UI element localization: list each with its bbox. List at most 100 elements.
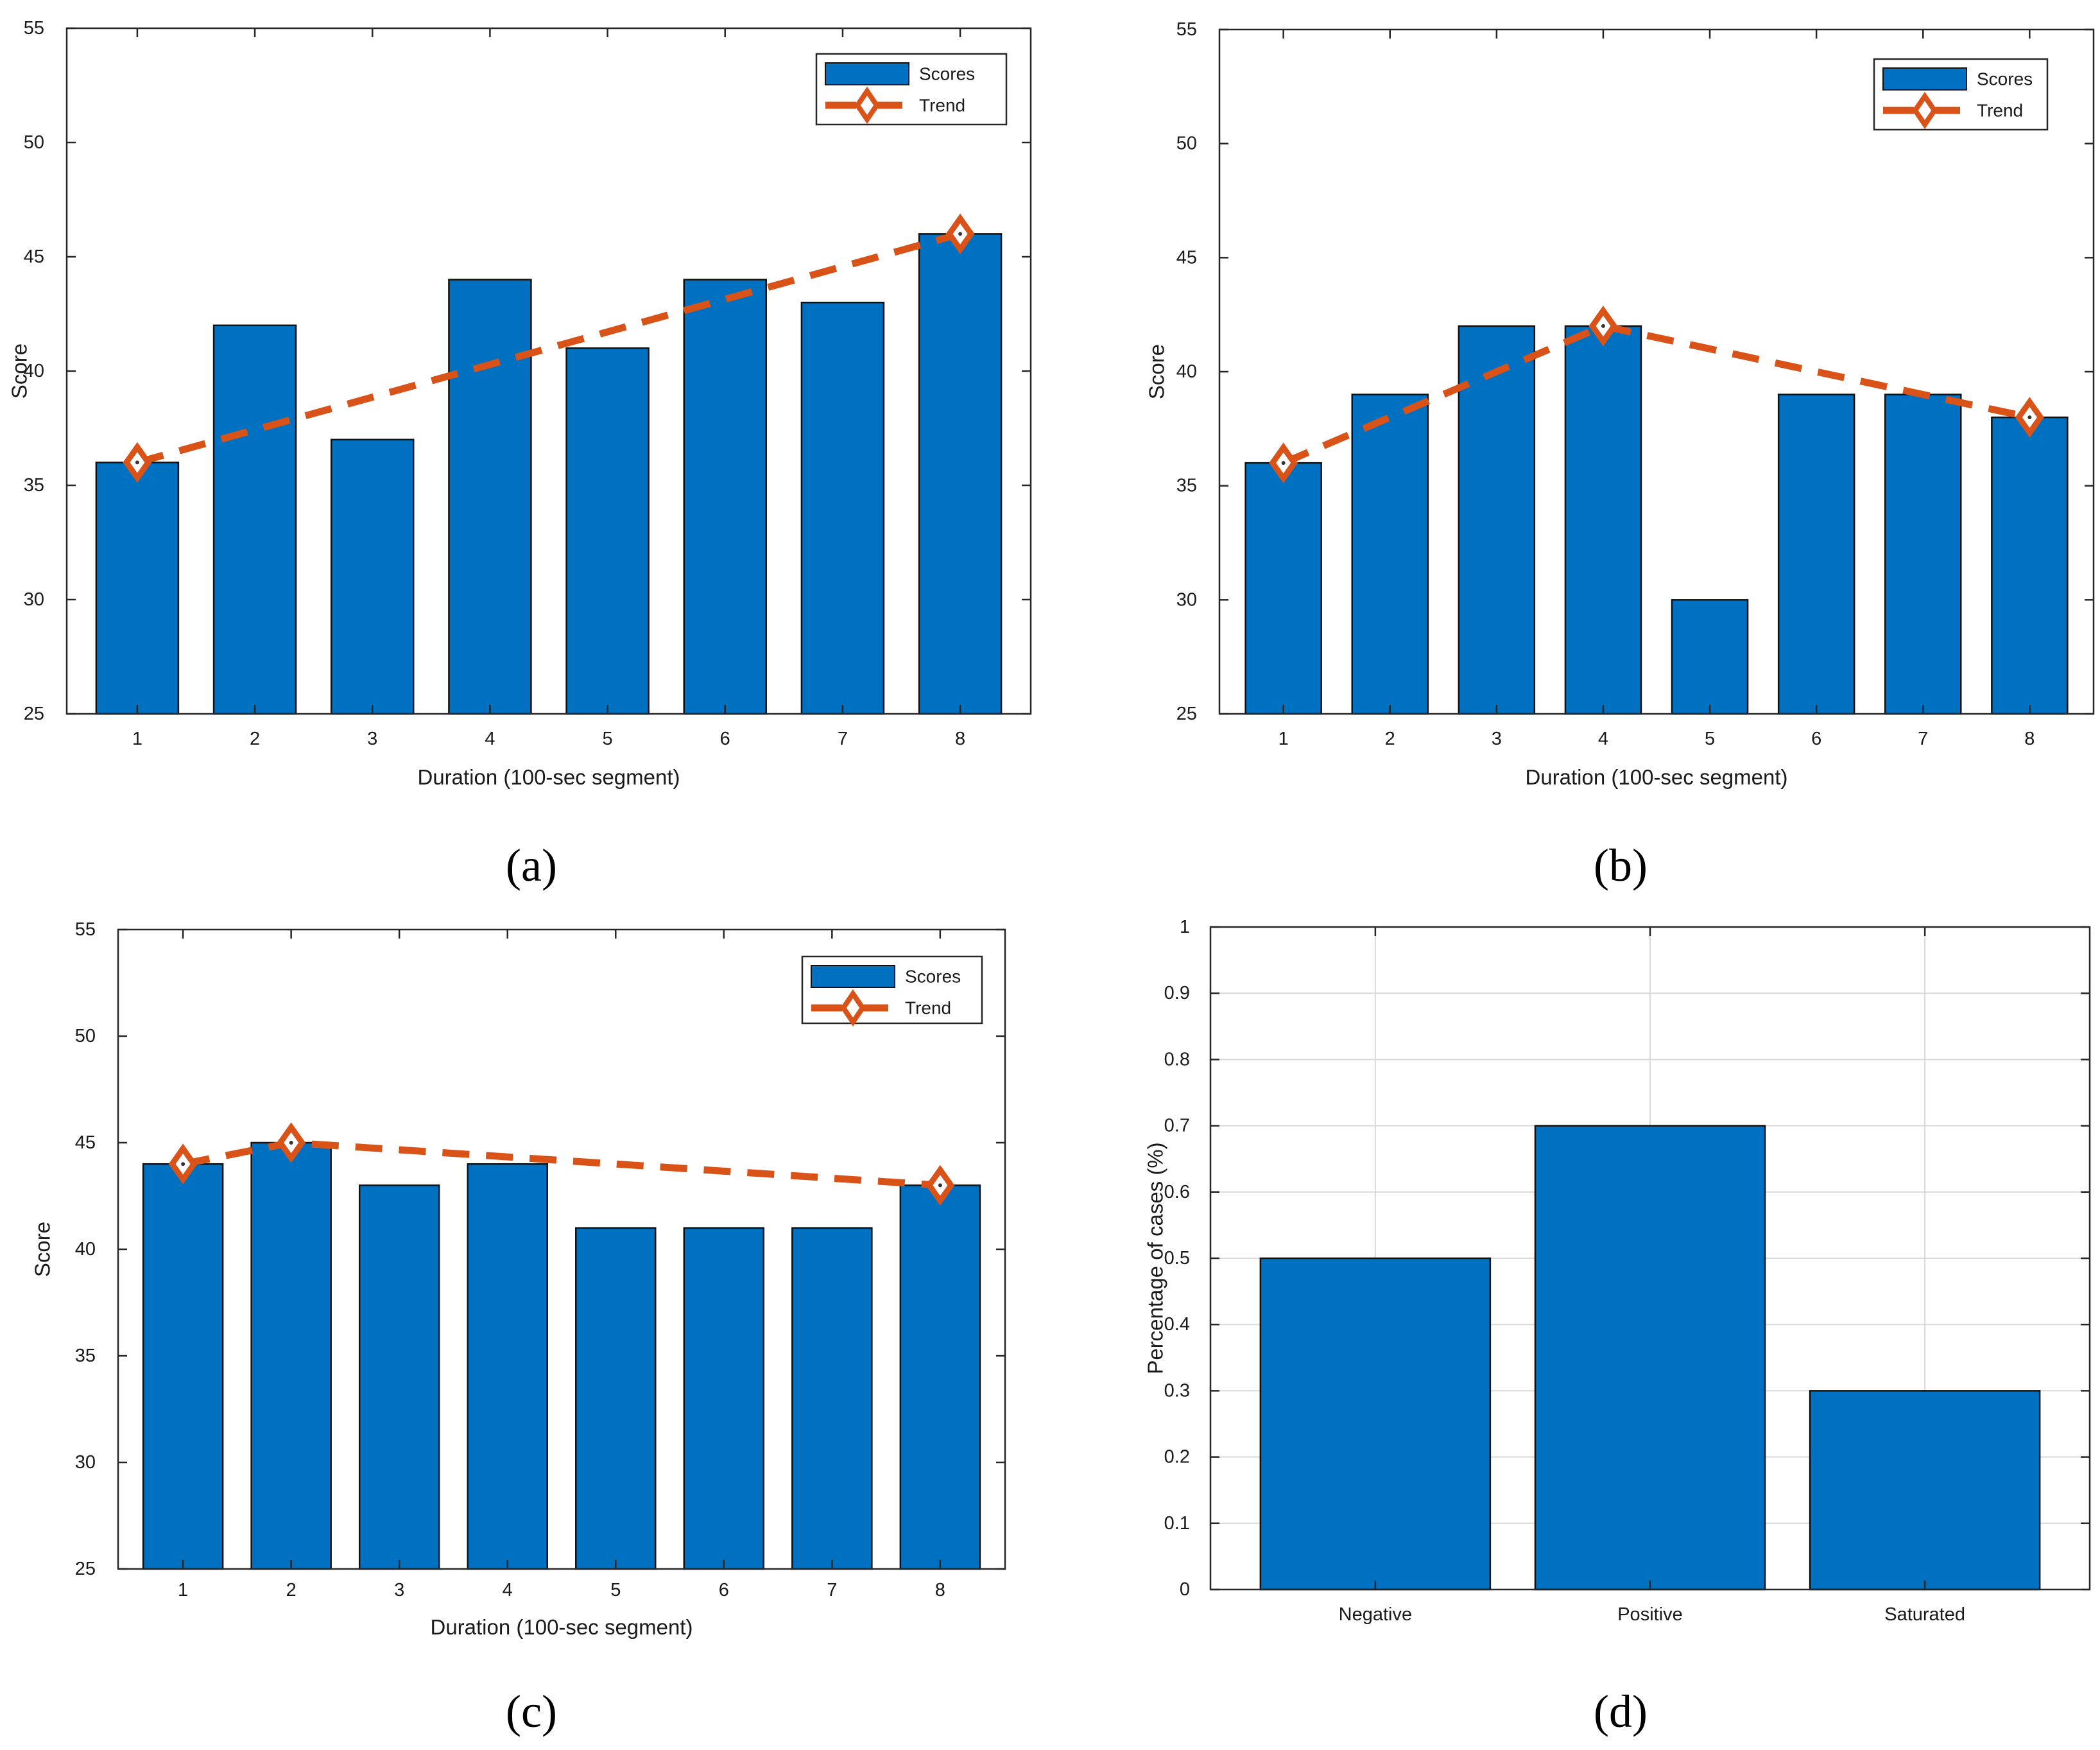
trend-marker-dot	[135, 460, 139, 465]
y-tick-label: 25	[75, 1559, 96, 1579]
legend-swatch-scores	[811, 965, 895, 988]
y-axis-title: Score	[31, 1222, 55, 1277]
bar	[1777, 394, 1855, 715]
y-tick-label: 35	[24, 475, 44, 496]
bar	[358, 1184, 440, 1570]
y-tick-label: 0.1	[1164, 1513, 1190, 1534]
bar	[683, 1227, 765, 1570]
y-tick-label: 0.2	[1164, 1447, 1190, 1468]
y-tick-label: 40	[75, 1239, 96, 1260]
x-tick-label: 1	[1278, 729, 1289, 749]
x-tick-label: 4	[503, 1580, 513, 1600]
x-tick-label: 7	[1918, 729, 1928, 749]
legend: Scores Trend	[801, 955, 983, 1027]
bar	[250, 1141, 332, 1570]
y-tick-label: 0.8	[1164, 1049, 1190, 1070]
x-tick-label: 4	[485, 729, 495, 749]
y-tick-label: 30	[75, 1452, 96, 1473]
x-tick-label: 8	[935, 1580, 945, 1600]
y-tick-label: 0.7	[1164, 1116, 1190, 1136]
x-tick-label: 5	[610, 1580, 621, 1600]
bar	[1809, 1390, 2041, 1591]
y-tick-label: 55	[75, 919, 96, 940]
bar	[565, 347, 650, 715]
axes-box	[1218, 28, 2095, 715]
legend-label-scores: Scores	[1977, 69, 2033, 89]
y-tick-label: 40	[24, 361, 44, 381]
bar	[575, 1227, 657, 1570]
x-tick-label: 1	[178, 1580, 188, 1600]
bar	[918, 233, 1003, 715]
x-tick-label: 2	[250, 729, 260, 749]
y-tick-label: 40	[1176, 361, 1197, 382]
x-tick-label: 5	[1705, 729, 1715, 749]
y-axis-title: Percentage of cases (%)	[1144, 1142, 1167, 1374]
y-tick-label: 50	[1176, 134, 1197, 154]
x-tick-label: 2	[286, 1580, 297, 1600]
y-tick-label: 1	[1180, 917, 1190, 937]
x-tick-label: 7	[838, 729, 848, 749]
panel-label: (c)	[506, 1686, 557, 1737]
legend-swatch-trend-marker	[840, 989, 866, 1027]
x-tick-label: 8	[955, 729, 965, 749]
y-tick-label: 0.4	[1164, 1314, 1190, 1335]
legend: Scores Trend	[1873, 58, 2049, 131]
x-tick-label: 2	[1385, 729, 1395, 749]
y-tick-label: 45	[24, 247, 44, 267]
bar	[1671, 599, 1749, 715]
trend-marker-dot	[1601, 324, 1605, 328]
legend-label-scores: Scores	[905, 967, 961, 987]
y-tick-label: 55	[1176, 19, 1197, 40]
legend-swatch-scores	[825, 62, 909, 85]
bar	[899, 1184, 981, 1570]
y-tick-label: 0.6	[1164, 1182, 1190, 1202]
bar	[800, 301, 885, 715]
legend-label-scores: Scores	[919, 64, 975, 84]
bar	[467, 1163, 548, 1570]
bar	[95, 462, 180, 715]
x-tick-label: 6	[1811, 729, 1821, 749]
y-tick-label: 35	[1176, 476, 1197, 496]
bar	[1884, 394, 1962, 715]
bar	[330, 438, 415, 715]
axes-box	[65, 27, 1032, 715]
x-tick-label: 3	[394, 1580, 404, 1600]
x-axis-title: Duration (100-sec segment)	[417, 765, 680, 789]
y-tick-label: 35	[75, 1346, 96, 1366]
bar	[791, 1227, 873, 1570]
x-axis-title: Duration (100-sec segment)	[1525, 765, 1787, 789]
trend-marker-dot	[938, 1183, 942, 1188]
y-tick-label: 0.5	[1164, 1248, 1190, 1269]
y-tick-label: 55	[24, 18, 44, 39]
panel-label: (b)	[1594, 840, 1648, 891]
bar	[212, 324, 297, 715]
legend-label-trend: Trend	[919, 96, 965, 116]
y-tick-label: 50	[24, 132, 44, 153]
legend-label-trend: Trend	[905, 998, 951, 1018]
bar	[1244, 462, 1322, 715]
x-tick-label: Negative	[1339, 1604, 1412, 1625]
x-tick-label: 7	[827, 1580, 837, 1600]
trend-marker-dot	[958, 232, 963, 236]
x-tick-label: Saturated	[1884, 1604, 1965, 1625]
trend-marker-dot	[2027, 415, 2032, 420]
y-tick-label: 25	[1176, 704, 1197, 724]
bar	[1991, 416, 2069, 715]
x-tick-label: 6	[720, 729, 730, 749]
trend-line	[136, 230, 961, 466]
trend-marker-dot	[181, 1162, 185, 1166]
y-tick-label: 45	[1176, 247, 1197, 268]
y-tick-label: 0.9	[1164, 983, 1190, 1003]
bar	[1458, 325, 1536, 715]
x-tick-label: 4	[1598, 729, 1608, 749]
chart-panel-d: 0 0.1 0.2 0.3 0.4 0.5 0.6 0.7 0.8 0.9 1 Negative Pos…	[1144, 917, 2091, 1737]
bar	[1564, 325, 1642, 715]
legend-label-trend: Trend	[1977, 101, 2023, 121]
trend-marker-dot	[289, 1141, 293, 1145]
x-tick-label: 6	[719, 1580, 729, 1600]
legend-swatch-scores	[1882, 67, 1967, 91]
